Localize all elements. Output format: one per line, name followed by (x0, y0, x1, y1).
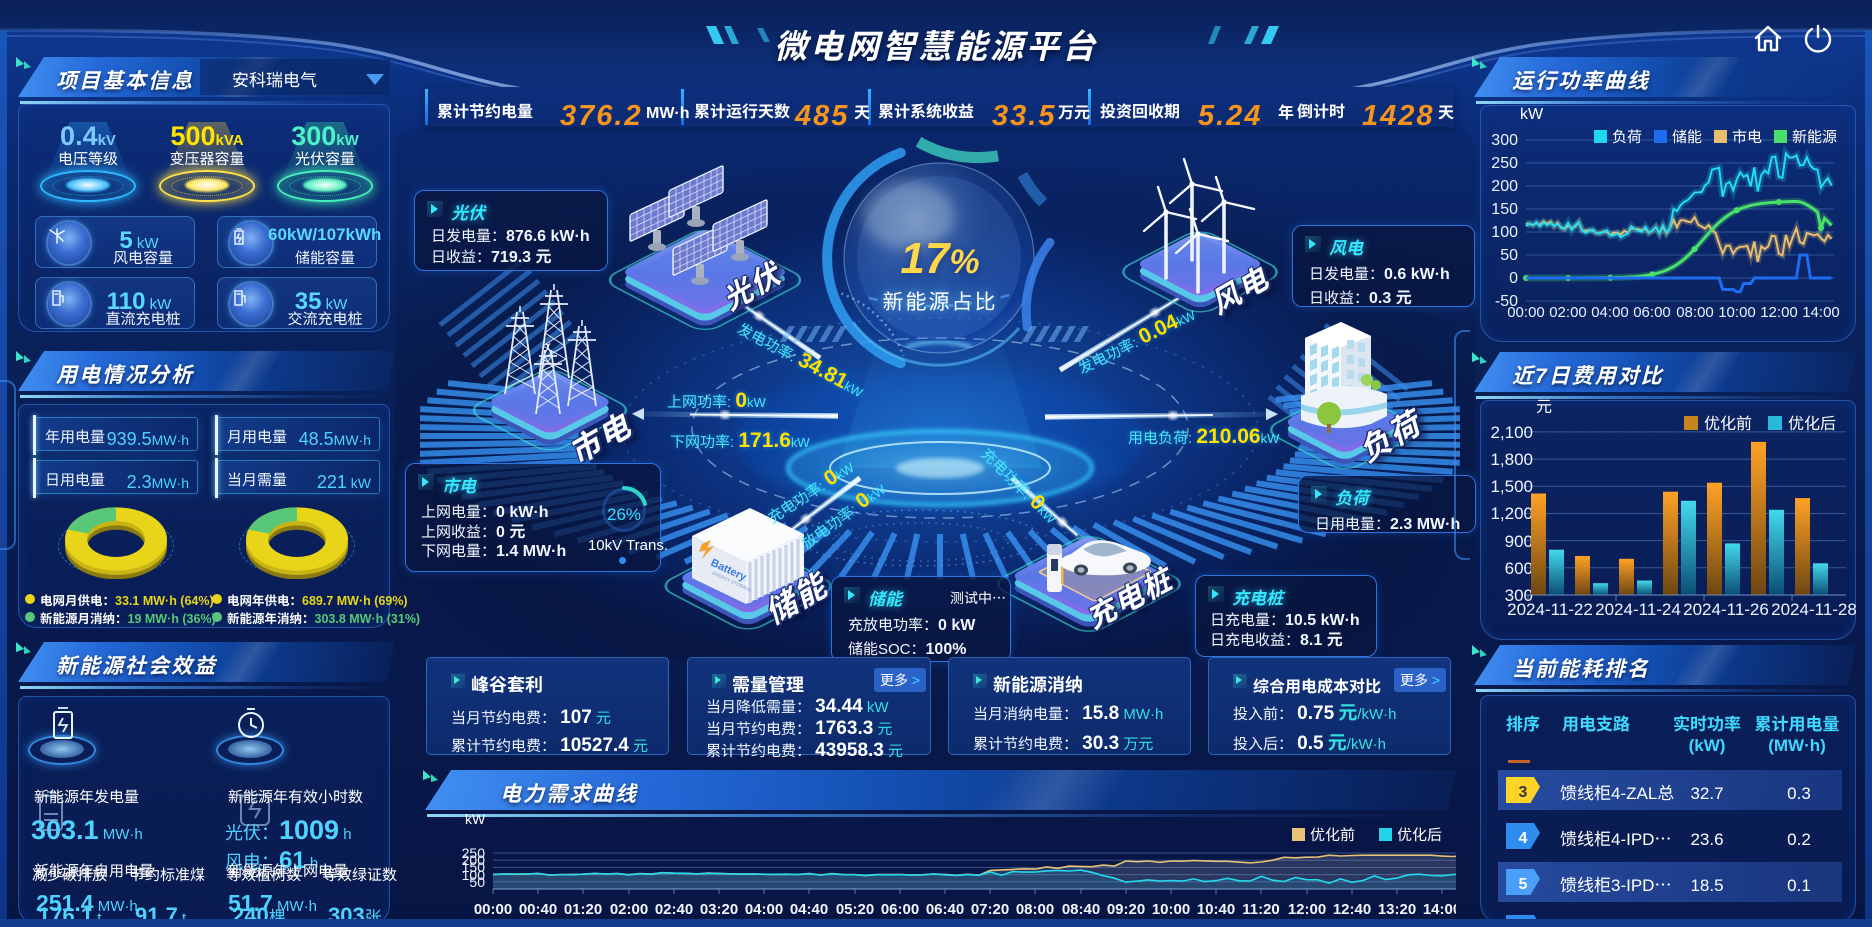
svg-text:市电: 市电 (1732, 126, 1762, 147)
svg-text:优化前: 优化前 (1704, 410, 1752, 434)
svg-text:优化前: 优化前 (1310, 824, 1355, 845)
svg-text:08:00: 08:00 (1016, 898, 1054, 919)
svg-text:元: 元 (1536, 398, 1552, 417)
svg-text:02:40: 02:40 (655, 898, 693, 919)
svg-text:2024-11-22: 2024-11-22 (1507, 595, 1593, 620)
svg-text:10:00: 10:00 (1152, 898, 1190, 919)
svg-text:2024-11-28: 2024-11-28 (1771, 595, 1856, 620)
svg-text:00:40: 00:40 (519, 898, 557, 919)
svg-text:06:00: 06:00 (1633, 301, 1671, 322)
svg-text:2024-11-26: 2024-11-26 (1683, 595, 1769, 620)
svg-text:14:00: 14:00 (1802, 301, 1840, 322)
svg-text:0: 0 (1509, 264, 1518, 288)
svg-text:1,200: 1,200 (1490, 499, 1533, 524)
svg-text:储能: 储能 (1672, 126, 1702, 147)
svg-text:04:00: 04:00 (1591, 301, 1629, 322)
svg-text:00:00: 00:00 (1507, 301, 1545, 322)
svg-text:02:00: 02:00 (610, 898, 648, 919)
svg-text:00:00: 00:00 (474, 898, 512, 919)
svg-text:04:40: 04:40 (790, 898, 828, 919)
svg-text:13:20: 13:20 (1378, 898, 1416, 919)
svg-text:250: 250 (1491, 149, 1518, 173)
svg-text:06:40: 06:40 (926, 898, 964, 919)
svg-text:新能源: 新能源 (1792, 126, 1837, 147)
svg-text:300: 300 (1505, 581, 1533, 606)
svg-text:12:00: 12:00 (1288, 898, 1326, 919)
svg-text:-50: -50 (1495, 287, 1518, 311)
svg-text:900: 900 (1505, 527, 1533, 552)
svg-text:09:20: 09:20 (1107, 898, 1145, 919)
svg-text:150: 150 (462, 857, 486, 877)
svg-text:负荷: 负荷 (1612, 126, 1642, 147)
svg-text:2024-11-24: 2024-11-24 (1595, 595, 1681, 620)
svg-text:200: 200 (1491, 172, 1518, 196)
svg-text:07:20: 07:20 (971, 898, 1009, 919)
svg-text:08:00: 08:00 (1676, 301, 1714, 322)
svg-text:10:40: 10:40 (1197, 898, 1235, 919)
svg-text:04:00: 04:00 (745, 898, 783, 919)
svg-text:12:40: 12:40 (1333, 898, 1371, 919)
svg-text:100: 100 (1491, 218, 1518, 242)
svg-text:2,100: 2,100 (1490, 418, 1533, 443)
svg-text:优化后: 优化后 (1788, 410, 1836, 434)
svg-text:1,800: 1,800 (1490, 445, 1533, 470)
svg-text:01:20: 01:20 (564, 898, 602, 919)
svg-text:50: 50 (469, 872, 485, 892)
svg-text:11:20: 11:20 (1242, 898, 1280, 919)
svg-text:14:00: 14:00 (1423, 898, 1456, 919)
svg-text:600: 600 (1505, 554, 1533, 579)
svg-text:250: 250 (462, 843, 486, 863)
svg-text:03:20: 03:20 (700, 898, 738, 919)
svg-text:02:00: 02:00 (1549, 301, 1587, 322)
svg-text:200: 200 (462, 850, 486, 870)
svg-text:05:20: 05:20 (836, 898, 874, 919)
svg-text:50: 50 (1500, 241, 1518, 265)
svg-text:06:00: 06:00 (881, 898, 919, 919)
svg-text:优化后: 优化后 (1397, 824, 1442, 845)
svg-text:100: 100 (462, 865, 486, 885)
svg-text:kW: kW (465, 812, 486, 829)
svg-text:150: 150 (1491, 195, 1518, 219)
svg-text:300: 300 (1491, 126, 1518, 150)
svg-text:1,500: 1,500 (1490, 472, 1533, 497)
svg-text:08:40: 08:40 (1062, 898, 1100, 919)
svg-text:10:00: 10:00 (1718, 301, 1756, 322)
svg-text:kW: kW (1520, 105, 1544, 124)
svg-text:12:00: 12:00 (1760, 301, 1798, 322)
